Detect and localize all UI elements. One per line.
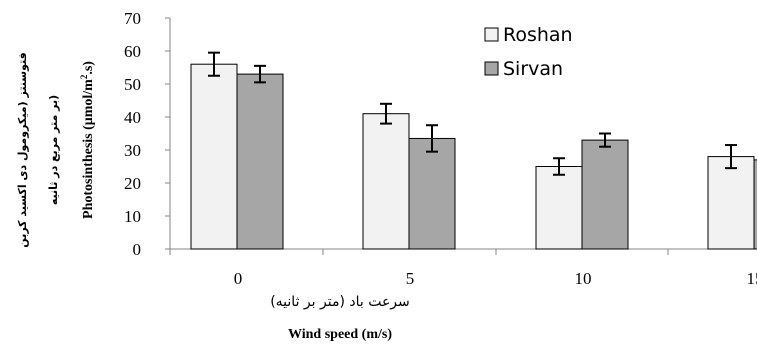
error-bar-sirvan-0 [254,64,266,84]
y-tick-label: 0 [133,240,142,259]
bars [190,63,757,250]
x-tick-label: 0 [234,269,243,288]
error-bar-roshan-0 [208,51,220,77]
legend-label-roshan: Roshan [503,24,573,46]
x-tick-label: 5 [406,269,415,288]
y-axis-title-persian-line1: فتوسنتز (میکرومول دی اکسید کربن [16,52,29,247]
bar-sirvan-5 [408,137,456,250]
error-bars [208,51,737,176]
legend-swatch-roshan [484,27,499,42]
error-bar-roshan-15 [725,144,737,170]
y-axis-title-english: Photosinthesis (μmol/m2.s) [79,61,96,219]
x-axis-ticks: 0 5 10 15 [169,249,757,288]
x-tick-label: 15 [747,269,757,288]
legend: Roshan Sirvan [484,24,573,80]
y-axis-title-english-sup: 2 [79,74,89,79]
y-axis-ticks: 0 10 20 30 40 50 60 70 [124,9,170,259]
x-axis-title-persian: سرعت باد (متر بر ثانیه) [270,294,410,310]
error-bar-roshan-10 [553,157,565,176]
x-tick-label: 10 [575,269,592,288]
legend-item-sirvan: Sirvan [484,58,563,80]
bar-roshan-10 [535,166,583,250]
legend-item-roshan: Roshan [484,24,573,46]
bar-sirvan-10 [581,139,629,250]
y-axis-title-group: فتوسنتز (میکرومول دی اکسید کربن بر متر م… [16,52,96,247]
x-axis-title-english: Wind speed (m/s) [288,327,392,342]
y-axis-title-english-end: .s) [81,61,96,75]
y-tick-label: 30 [124,141,141,160]
bar-sirvan-0 [236,73,284,250]
y-tick-label: 10 [124,207,141,226]
legend-swatch-sirvan [484,61,499,76]
legend-label-sirvan: Sirvan [503,58,563,80]
bar-roshan-0 [190,63,238,250]
y-tick-label: 50 [124,75,141,94]
bar-roshan-5 [362,113,410,250]
y-axis-title-persian-line2: بر متر مربع در ثانیه) [47,95,60,205]
y-axis-title-english-main: Photosinthesis (μmol/m [81,79,96,219]
y-tick-label: 40 [124,108,141,127]
error-bar-roshan-5 [380,102,392,125]
bar-roshan-15 [707,156,755,250]
y-tick-label: 70 [124,9,141,28]
error-bar-sirvan-5 [426,124,438,153]
error-bar-sirvan-10 [599,132,611,148]
bar-sirvan-15 [753,159,757,250]
y-tick-label: 20 [124,174,141,193]
y-tick-label: 60 [124,42,141,61]
